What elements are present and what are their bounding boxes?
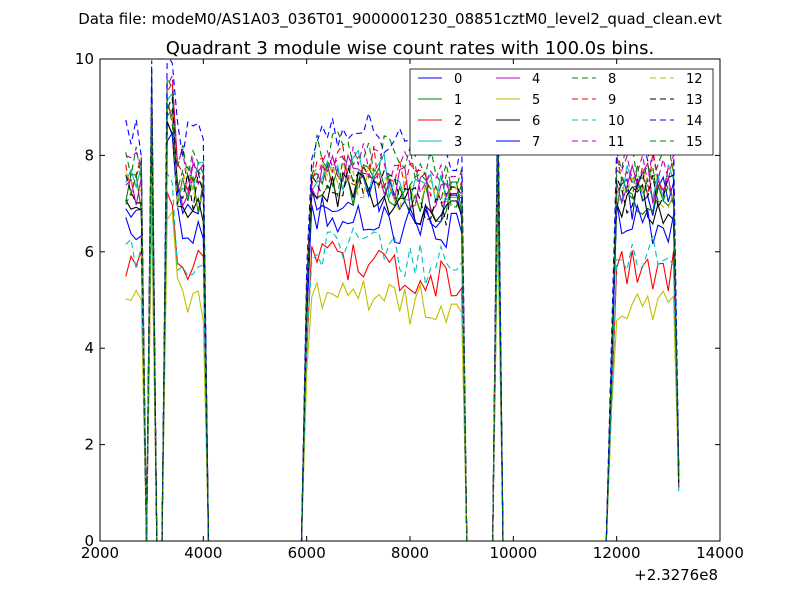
legend-label-6: 6 [532,114,540,129]
legend-label-11: 11 [608,135,625,150]
legend-label-13: 13 [686,93,703,108]
series-line-0 [125,121,680,541]
x-tick-label: 4000 [184,544,222,562]
legend-label-7: 7 [532,135,540,150]
y-tick-label: 2 [84,436,94,454]
x-tick-label: 12000 [593,544,641,562]
series-line-7 [125,131,680,541]
x-offset-label: +2.3276e8 [634,566,718,584]
series-line-11 [125,73,680,541]
legend-label-14: 14 [686,114,703,129]
chart-title: Quadrant 3 module wise count rates with … [166,38,655,59]
figure-suptitle: Data file: modeM0/AS1A03_036T01_90000012… [78,10,722,29]
y-tick-label: 10 [75,50,94,68]
x-tick-label: 6000 [288,544,326,562]
legend-label-3: 3 [454,135,462,150]
series-layer [125,59,680,541]
legend-label-12: 12 [686,72,703,87]
y-tick-label: 4 [84,339,94,357]
x-tick-label: 2000 [81,544,119,562]
y-tick-label: 6 [84,243,94,261]
y-tick-label: 8 [84,146,94,164]
series-line-5 [125,206,680,541]
series-line-3 [125,91,680,541]
series-line-8 [125,70,680,541]
legend-label-9: 9 [608,93,616,108]
x-tick-label: 8000 [391,544,429,562]
series-line-4 [125,89,680,541]
y-tick-label: 0 [84,532,94,550]
legend-label-2: 2 [454,114,462,129]
x-tick-label: 14000 [696,544,744,562]
legend-label-8: 8 [608,72,616,87]
legend-label-5: 5 [532,93,540,108]
series-line-2 [125,192,680,541]
legend-label-0: 0 [454,72,462,87]
legend-label-4: 4 [532,72,540,87]
series-line-9 [125,80,680,541]
x-tick-label: 10000 [489,544,537,562]
legend-label-15: 15 [686,135,703,150]
series-line-6 [125,111,680,541]
legend-label-1: 1 [454,93,462,108]
legend-label-10: 10 [608,114,625,129]
